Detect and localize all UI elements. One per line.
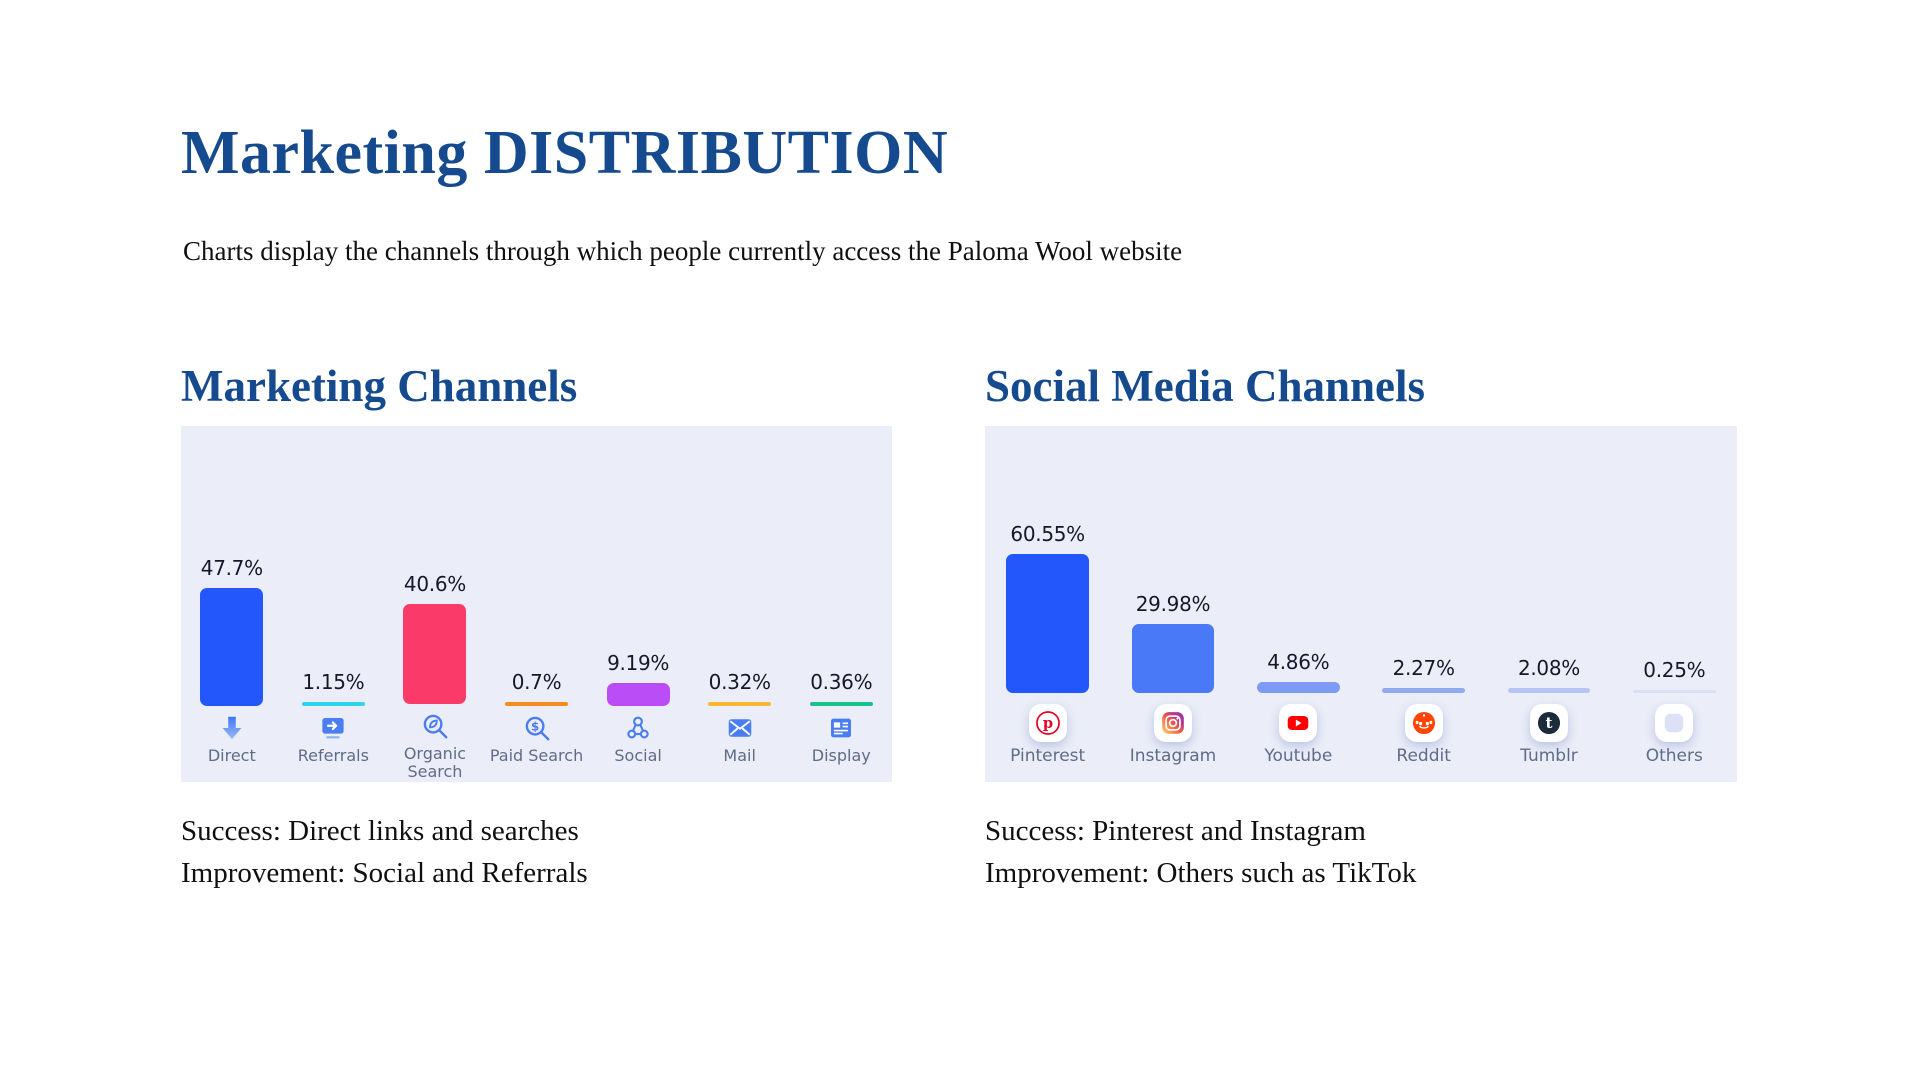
category-label: Reddit [1396,746,1451,766]
bar-column: 60.55% p Pinterest [985,426,1110,782]
bar-value-label: 40.6% [403,571,466,596]
bar [1632,690,1716,693]
page-title: Marketing DISTRIBUTION [181,119,949,187]
icon-badge: p [1028,704,1067,742]
organic-search-magnifier-icon [420,710,450,742]
bar-column: 1.15% Referrals [283,426,385,782]
category-label: Mail [723,746,756,765]
category-label: Referrals [297,746,369,765]
bar-column: 0.32% Mail [689,426,791,782]
bar-column: 4.86% Youtube [1236,426,1361,782]
social-media-channels-section: Social Media Channels 60.55% p Pinterest 29… [985,360,1737,894]
bar [1131,624,1215,693]
bar [606,683,670,706]
icon-badge [1404,704,1443,742]
bar-value-label: 2.08% [1517,656,1580,681]
social-media-channels-heading: Social Media Channels [985,361,1426,411]
category-label: Instagram [1129,746,1217,766]
mail-envelope-icon [725,712,755,744]
bar [1507,688,1591,693]
svg-text:$: $ [531,720,539,734]
bar [1382,687,1465,693]
marketing-channels-notes: Success: Direct links and searches Impro… [181,810,892,894]
svg-text:p: p [1043,715,1053,732]
bar-column: 47.7% Direct [181,426,283,782]
reddit-icon [1404,704,1443,742]
category-label: Social [614,746,662,765]
category-label: Tumblr [1520,746,1578,766]
bar [403,603,467,705]
social-network-icon [623,712,653,744]
bar-value-label: 29.98% [1135,592,1211,617]
pinterest-icon: p [1028,704,1067,742]
icon-badge [1279,704,1318,742]
bar-column: 0.25% Others [1612,426,1737,782]
bar-column: 0.36% Display [790,426,892,782]
bar [1256,681,1340,693]
category-label: Direct [207,746,256,765]
bar-value-label: 0.36% [810,670,873,694]
marketing-channels-section: Marketing Channels 47.7% Direct 1.15% Refer… [181,360,892,894]
instagram-icon [1153,704,1192,742]
page-subtitle: Charts display the channels through whic… [183,236,1183,266]
paid-search-magnifier-icon: $ [522,712,552,744]
bar [505,702,568,706]
bar-column: 2.27% Reddit [1361,426,1486,782]
bar-value-label: 0.25% [1643,658,1706,682]
direct-arrow-icon [217,712,247,744]
category-label: Paid Search [489,746,584,765]
bar [809,702,873,706]
tumblr-icon: t [1529,704,1568,742]
category-label: Others [1645,746,1703,766]
bar-value-label: 9.19% [607,651,670,676]
improvement-note: Improvement: Social and Referrals [181,857,588,890]
referral-screen-icon [318,712,348,744]
bar-value-label: 0.7% [511,670,562,694]
bar-value-label: 60.55% [1010,521,1085,546]
bar-value-label: 2.27% [1392,655,1455,680]
bar-value-label: 4.86% [1267,649,1330,674]
bar [301,702,365,706]
bar [200,588,264,706]
icon-badge: t [1529,704,1568,742]
bar-value-label: 1.15% [302,670,365,694]
svg-text:t: t [1545,714,1552,732]
marketing-channels-chart: 47.7% Direct 1.15% Referrals 40.6% Organic Se… [181,426,892,782]
category-label: Organic Search [403,743,467,782]
youtube-icon [1279,704,1318,742]
category-label: Pinterest [1010,746,1086,766]
social-media-channels-notes: Success: Pinterest and Instagram Improve… [985,810,1737,894]
icon-badge [1153,704,1192,742]
social-media-channels-chart: 60.55% p Pinterest 29.98% Instagram 4.86% Yout… [985,426,1737,782]
others-icon [1655,704,1694,742]
success-note: Success: Direct links and searches [181,815,579,847]
marketing-channels-heading: Marketing Channels [181,361,578,411]
icon-badge [1655,704,1694,742]
category-label: Display [811,746,871,765]
bar [1006,553,1090,693]
category-label: Youtube [1264,746,1333,766]
bar-column: 40.6% Organic Search [384,426,486,782]
bar-value-label: 47.7% [200,556,263,581]
bar-value-label: 0.32% [708,670,771,694]
bar-column: 0.7% $ Paid Search [486,426,588,782]
success-note: Success: Pinterest and Instagram [985,815,1366,847]
bar-column: 29.98% Instagram [1110,426,1235,782]
improvement-note: Improvement: Others such as TikTok [985,857,1417,890]
display-board-icon [826,712,856,744]
bar-column: 9.19% Social [587,426,689,782]
bar-column: 2.08% t Tumblr [1486,426,1611,782]
bar [708,702,772,706]
